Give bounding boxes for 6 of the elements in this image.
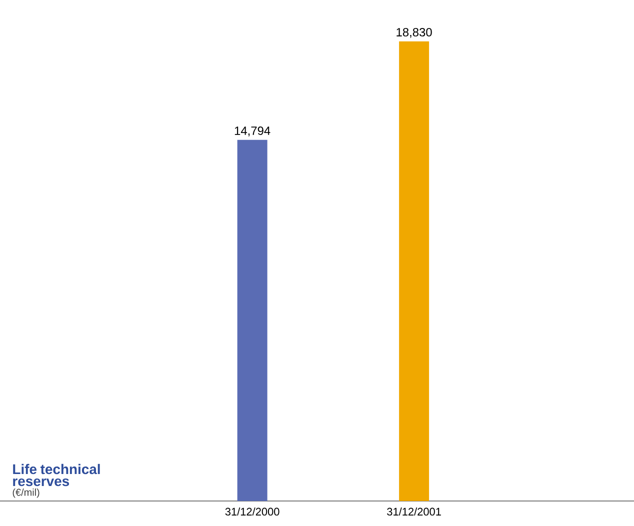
x-tick-label: 31/12/2001: [387, 508, 441, 516]
data-label: 18,830: [396, 28, 432, 38]
data-label: 14,794: [234, 126, 270, 136]
text: Life technical reserves: [13, 464, 100, 486]
text: (€/mil): [12, 488, 40, 498]
x-tick-label: 31/12/2000: [225, 508, 280, 516]
